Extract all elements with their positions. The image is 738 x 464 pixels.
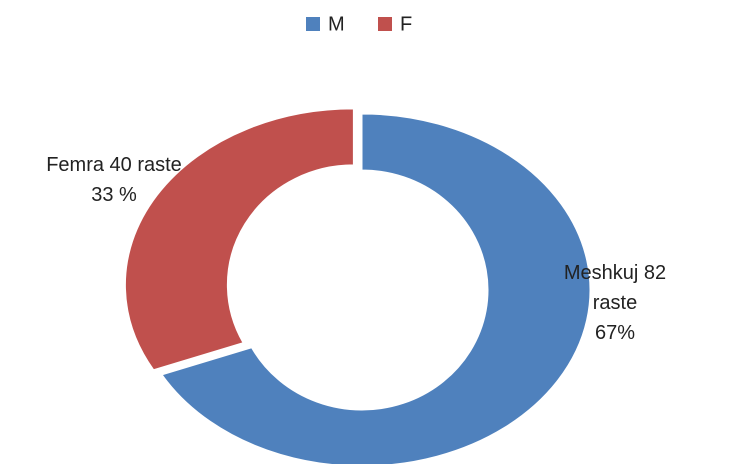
- donut-slice: [124, 108, 354, 371]
- legend-swatch: [306, 17, 320, 31]
- data-label: Femra 40 raste 33 %: [46, 154, 182, 206]
- legend-swatch: [378, 17, 392, 31]
- legend-label: M: [328, 13, 345, 35]
- legend-label: F: [400, 13, 412, 35]
- data-label: Meshkuj 82 raste 67%: [563, 262, 667, 344]
- donut-slice: [161, 113, 591, 464]
